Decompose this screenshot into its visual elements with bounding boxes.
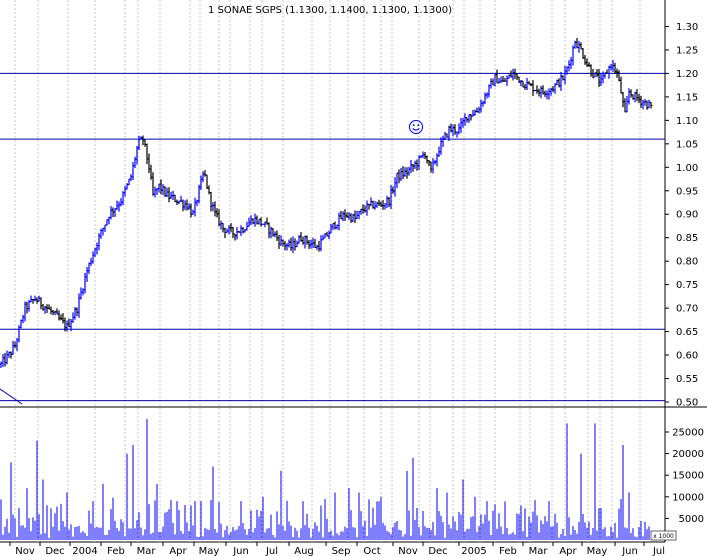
x-tick-label: Apr bbox=[559, 546, 577, 556]
volume-tick-label: 25000 bbox=[672, 428, 704, 439]
volume-y-axis: 25000 20000 15000 10000 5000 bbox=[665, 428, 704, 525]
y-tick-label: 1.10 bbox=[676, 116, 698, 127]
x-axis: Nov Dec 2004 Feb Mar Apr May Jun Jul Aug Sep Oct Nov… bbox=[9, 542, 665, 556]
y-tick-label: 1.05 bbox=[676, 139, 698, 150]
x-tick-label: Dec bbox=[45, 546, 64, 556]
svg-text:x 1000: x 1000 bbox=[653, 533, 674, 540]
y-tick-label: 0.55 bbox=[676, 374, 698, 385]
x-tick-label: Apr bbox=[169, 546, 187, 556]
y-tick-label: 0.65 bbox=[676, 327, 698, 338]
y-tick-label: 0.90 bbox=[676, 210, 698, 221]
x-tick-label: Jul bbox=[652, 546, 665, 556]
horizontal-levels bbox=[0, 72, 665, 402]
x-tick-label: Jul bbox=[265, 546, 278, 556]
volume-tick-label: 20000 bbox=[672, 449, 704, 460]
y-tick-label: 0.70 bbox=[676, 304, 698, 315]
y-tick-label: 1.15 bbox=[676, 92, 698, 103]
volume-unit-label: x 1000 bbox=[650, 530, 677, 541]
volume-tick-label: 15000 bbox=[672, 471, 704, 482]
x-tick-label: Nov bbox=[398, 546, 418, 556]
volume-tick-label: 10000 bbox=[672, 492, 704, 503]
x-tick-label: 2005 bbox=[461, 546, 486, 556]
x-tick-label: Jun bbox=[232, 546, 249, 556]
x-tick-label: Feb bbox=[107, 546, 125, 556]
chart-title: 1 SONAE SGPS (1.1300, 1.1400, 1.1300, 1.… bbox=[208, 5, 452, 16]
x-tick-label: May bbox=[199, 546, 220, 556]
y-tick-label: 0.95 bbox=[676, 186, 698, 197]
x-tick-label: Sep bbox=[332, 546, 351, 556]
volume-tick-label: 5000 bbox=[679, 514, 704, 525]
x-tick-label: Oct bbox=[363, 546, 380, 556]
y-tick-label: 0.85 bbox=[676, 233, 698, 244]
trend-line bbox=[0, 388, 23, 405]
volume-bars bbox=[0, 419, 650, 540]
x-tick-label: 2004 bbox=[72, 546, 97, 556]
y-tick-label: 0.75 bbox=[676, 280, 698, 291]
y-tick-label: 1.00 bbox=[676, 163, 698, 174]
price-y-axis: 1.30 1.25 1.20 1.15 1.10 1.05 1.00 0.95 0.90 0.85… bbox=[665, 22, 698, 409]
y-tick-label: 0.60 bbox=[676, 351, 698, 362]
x-tick-label: Mar bbox=[137, 546, 157, 556]
x-tick-label: Dec bbox=[428, 546, 447, 556]
x-tick-label: Feb bbox=[499, 546, 517, 556]
y-tick-label: 0.50 bbox=[676, 398, 698, 409]
y-tick-label: 1.30 bbox=[676, 22, 698, 33]
y-tick-label: 0.80 bbox=[676, 257, 698, 268]
x-tick-label: Nov bbox=[15, 546, 35, 556]
y-tick-label: 1.25 bbox=[676, 45, 698, 56]
y-tick-label: 1.20 bbox=[676, 69, 698, 80]
x-tick-label: Aug bbox=[294, 546, 314, 556]
x-tick-label: Mar bbox=[529, 546, 549, 556]
x-tick-label: Jun bbox=[621, 546, 638, 556]
smiley-icon bbox=[409, 120, 423, 134]
price-bars bbox=[0, 37, 653, 369]
x-tick-label: May bbox=[587, 546, 608, 556]
